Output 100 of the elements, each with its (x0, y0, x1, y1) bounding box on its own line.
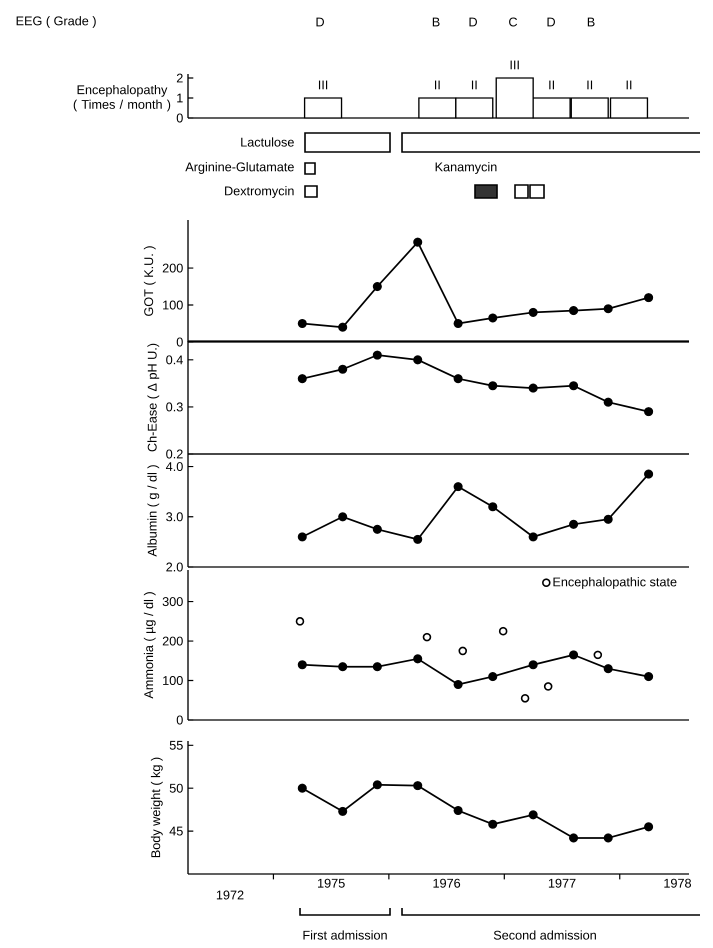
y-tick-label: 3.0 (166, 512, 183, 522)
x-tick-label: 1975 (318, 878, 345, 888)
point (604, 304, 613, 314)
point (604, 398, 613, 407)
point (644, 470, 654, 479)
point (413, 781, 422, 790)
point (454, 680, 463, 690)
point (372, 282, 382, 292)
y-tick-label: 100 (163, 300, 183, 310)
y-tick-label: 55 (170, 740, 183, 750)
annotation: III (510, 60, 519, 70)
point (644, 672, 654, 682)
point (296, 617, 304, 626)
text: B (588, 18, 595, 26)
x-tick-label: 1978 (664, 878, 692, 888)
text: First admission (303, 930, 387, 940)
point (422, 632, 432, 642)
text: Lactulose (241, 137, 294, 147)
point (528, 532, 538, 542)
y-tick-label: 0 (176, 338, 183, 346)
point (488, 672, 498, 682)
annotation: II (549, 80, 554, 90)
y-tick-label: 200 (162, 264, 183, 273)
text: Dextromycin (225, 186, 294, 198)
y-tick-label: 2.0 (166, 562, 183, 572)
point (604, 664, 613, 674)
x-tick-label: 1976 (433, 878, 460, 888)
point (544, 682, 552, 691)
text: D (316, 18, 324, 26)
y-tick-label: 4.0 (166, 462, 183, 472)
y-tick-label: 0.2 (166, 450, 183, 458)
point (454, 374, 463, 384)
point (644, 822, 654, 832)
y-tick-label: 0 (176, 716, 183, 724)
point (569, 520, 578, 529)
point (454, 318, 463, 328)
point (338, 322, 348, 332)
y-axis-title: Ammonia ( µg / dl ) (144, 592, 156, 699)
y-tick-label: 0.4 (166, 355, 183, 364)
text: D (469, 18, 477, 26)
text: D (547, 18, 555, 26)
point (413, 355, 422, 364)
point (338, 806, 348, 816)
point (569, 833, 578, 843)
y-tick-label: 45 (169, 826, 183, 836)
text: B (432, 18, 440, 26)
y-tick-label: 0 (176, 114, 183, 122)
point (413, 534, 422, 544)
point (528, 308, 538, 317)
point (298, 784, 307, 793)
annotation: III (318, 80, 328, 90)
annotation: II (435, 80, 440, 90)
point (372, 780, 382, 790)
point (458, 646, 468, 656)
point (569, 306, 578, 316)
point (498, 626, 508, 636)
point (520, 694, 530, 703)
legend-label: Encephalopathic state (553, 577, 676, 589)
point (594, 650, 602, 660)
point (488, 381, 498, 390)
y-tick-label: 2 (176, 74, 183, 82)
x-tick-label: 1977 (548, 878, 576, 888)
y-tick-label: 0.3 (166, 402, 183, 412)
point (528, 384, 538, 393)
point (528, 810, 538, 820)
point (569, 381, 578, 390)
y-axis-title: Body weight ( kg ) (150, 758, 163, 858)
annotation: II (587, 80, 592, 90)
point (569, 650, 578, 660)
point (528, 660, 538, 670)
point (298, 532, 307, 542)
point (338, 512, 348, 522)
point (413, 654, 422, 664)
point (298, 374, 307, 384)
y-axis-title: GOT ( K.U. ) (144, 246, 156, 316)
point (488, 502, 498, 512)
y-axis-title: Ch-Ease ( Δ pH U.) (147, 344, 160, 452)
point (338, 364, 348, 374)
point (298, 318, 307, 328)
y-axis-title: Albumin ( g / dl ) (147, 465, 160, 557)
text: Second admission (494, 930, 596, 940)
point (372, 524, 382, 534)
annotation: II (472, 80, 477, 90)
text: Arginine-Glutamate (185, 162, 294, 174)
y-axis-title: Encephalopathy ( Times / month ) (74, 84, 170, 112)
point (338, 662, 348, 672)
point (413, 238, 422, 247)
point (488, 313, 498, 323)
point (604, 514, 613, 524)
text: C (509, 18, 518, 26)
y-tick-label: 300 (162, 597, 183, 606)
text: 1972 (216, 890, 244, 900)
y-tick-label: 50 (170, 784, 183, 793)
point (454, 482, 463, 492)
annotation: II (626, 80, 632, 90)
point (644, 407, 654, 416)
point (454, 806, 463, 816)
point (644, 293, 654, 302)
point (604, 833, 613, 843)
text: EEG ( Grade ) (16, 16, 96, 28)
